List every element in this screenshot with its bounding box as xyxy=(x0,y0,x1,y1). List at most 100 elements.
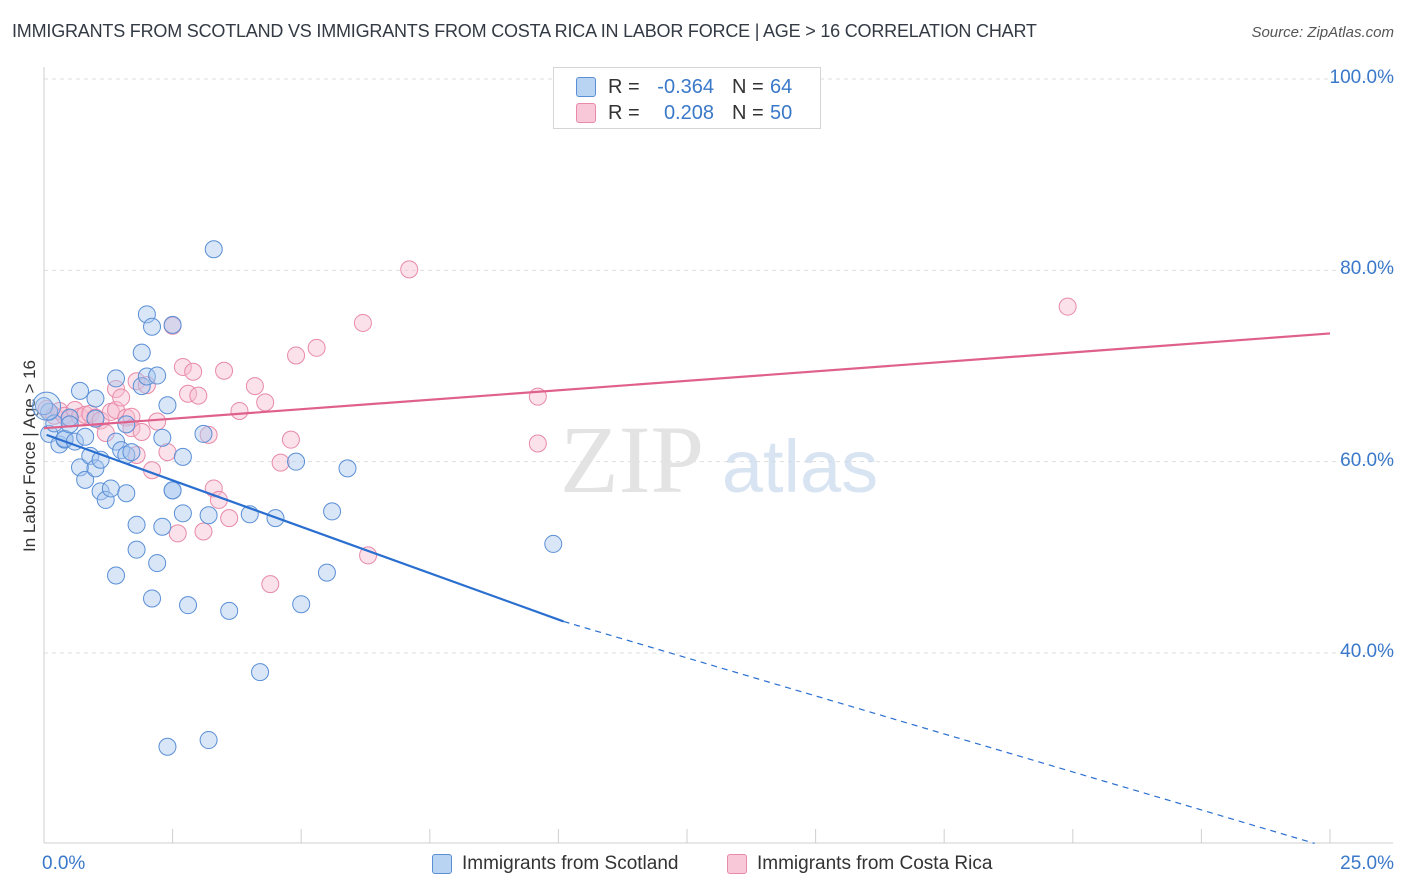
costa-rica-point xyxy=(189,386,208,405)
scotland-point xyxy=(132,377,151,396)
costa-rica-point xyxy=(127,372,146,391)
scotland-point xyxy=(153,428,172,447)
costa-rica-point xyxy=(256,393,275,412)
scotland-trend-extrapolation xyxy=(563,620,1315,844)
scotland-point xyxy=(251,663,270,682)
x-tick-label-min: 0.0% xyxy=(42,853,86,874)
costa-rica-point xyxy=(281,430,300,449)
scotland-point xyxy=(76,427,95,446)
costa-rica-point xyxy=(220,509,239,528)
scotland-point xyxy=(60,415,79,434)
costa-rica-point xyxy=(271,453,290,472)
scotland-point xyxy=(292,595,311,614)
scotland-point xyxy=(143,317,162,336)
costa-rica-points xyxy=(37,260,1077,594)
source-credit: Source: ZipAtlas.com xyxy=(1251,24,1394,41)
scotland-point xyxy=(117,415,136,434)
trend-lines xyxy=(43,332,1331,844)
scotland-point xyxy=(194,424,213,443)
scotland-point xyxy=(163,481,182,500)
legend-r-value: -0.364 xyxy=(657,75,714,98)
y-tick-label: 40.0% xyxy=(1340,641,1394,662)
y-tick-label: 60.0% xyxy=(1340,449,1394,471)
scotland-point xyxy=(91,482,110,501)
legend-n-value: 64 xyxy=(770,75,793,98)
legend-r-label: R = xyxy=(608,75,640,98)
scotland-point xyxy=(32,391,62,421)
scotland-point xyxy=(153,517,172,536)
bottom-legend-scotland: Immigrants from Scotland xyxy=(432,851,678,877)
scotland-point xyxy=(220,601,239,620)
costa-rica-point xyxy=(132,423,151,442)
scotland-point xyxy=(143,589,162,608)
legend-row-scotland: R = -0.364 N = 64 xyxy=(576,75,792,99)
watermark: ZIP atlas xyxy=(560,406,878,513)
correlation-legend: R = -0.364 N = 64 R = 0.208 N = 50 xyxy=(553,67,821,129)
scotland-point xyxy=(107,432,126,451)
bottom-legend-costa-rica: Immigrants from Costa Rica xyxy=(727,851,992,877)
scotland-point xyxy=(101,479,120,498)
scotland-point xyxy=(204,240,223,259)
costa-rica-point xyxy=(112,388,131,407)
y-tick-label: 100.0% xyxy=(1329,66,1394,88)
legend-swatch-scotland xyxy=(576,77,596,97)
costa-rica-point xyxy=(168,524,187,543)
scotland-point xyxy=(148,366,167,385)
scotland-point xyxy=(287,452,306,471)
scotland-point xyxy=(158,396,177,415)
x-tick-label-max: 25.0% xyxy=(1340,853,1394,874)
costa-rica-point xyxy=(353,313,372,332)
legend-row-costa-rica: R = 0.208 N = 50 xyxy=(576,101,792,125)
costa-rica-point xyxy=(287,346,306,365)
costa-rica-point xyxy=(1058,297,1077,316)
scotland-point xyxy=(544,534,563,553)
costa-rica-trend-line xyxy=(43,332,1331,430)
y-tick-label: 80.0% xyxy=(1340,258,1394,280)
scotland-point xyxy=(71,381,90,400)
scotland-point xyxy=(117,484,136,503)
scotland-point xyxy=(199,731,218,750)
costa-rica-point xyxy=(173,357,192,376)
scotland-point xyxy=(127,540,146,559)
scotland-trend-line xyxy=(46,433,564,623)
watermark-zip: ZIP xyxy=(560,406,704,513)
scotland-point xyxy=(173,504,192,523)
scotland-point xyxy=(35,397,53,416)
costa-rica-point xyxy=(184,362,203,381)
costa-rica-point xyxy=(76,405,95,424)
scotland-point xyxy=(199,506,218,525)
bottom-legend-label-costa-rica: Immigrants from Costa Rica xyxy=(757,853,993,874)
legend-r-value: 0.208 xyxy=(663,101,714,124)
costa-rica-point xyxy=(400,260,419,279)
chart-title: IMMIGRANTS FROM SCOTLAND VS IMMIGRANTS F… xyxy=(12,21,1037,41)
legend-n-label: N = xyxy=(732,75,764,98)
bottom-legend-swatch-costa-rica xyxy=(727,854,747,874)
scotland-point xyxy=(137,367,156,386)
costa-rica-point xyxy=(199,425,218,444)
scotland-point xyxy=(163,315,182,334)
legend-swatch-costa-rica xyxy=(576,103,596,123)
costa-rica-point xyxy=(107,379,126,398)
scotland-point xyxy=(148,554,167,573)
bottom-legend-label-scotland: Immigrants from Scotland xyxy=(462,853,679,874)
costa-rica-point xyxy=(528,434,547,453)
scotland-point xyxy=(173,447,192,466)
scotland-point xyxy=(76,470,95,489)
costa-rica-point xyxy=(359,546,378,565)
scotland-points xyxy=(32,240,563,756)
scotland-point xyxy=(323,502,342,521)
costa-rica-point xyxy=(307,338,326,357)
scotland-point xyxy=(96,490,115,509)
costa-rica-point xyxy=(245,377,264,396)
axes xyxy=(43,67,1393,844)
scotland-point xyxy=(86,459,105,478)
scotland-point xyxy=(317,563,336,582)
bottom-legend-swatch-scotland xyxy=(432,854,452,874)
costa-rica-point xyxy=(194,522,213,541)
watermark-atlas: atlas xyxy=(722,425,878,508)
scotland-point xyxy=(132,343,151,362)
costa-rica-point xyxy=(230,401,249,420)
scotland-point xyxy=(127,515,146,534)
scotland-point xyxy=(158,737,177,756)
